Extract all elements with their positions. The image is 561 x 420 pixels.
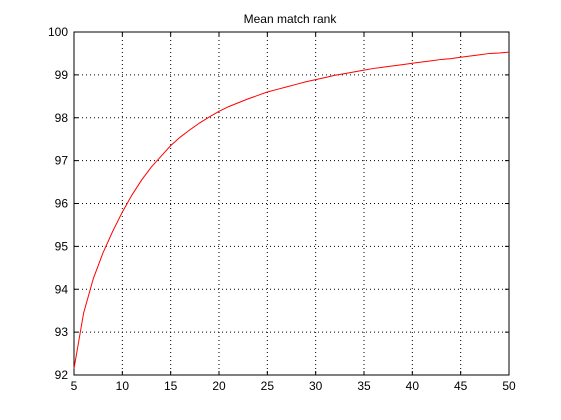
series-layer [73, 51, 510, 369]
y-tick-label: 99 [55, 68, 69, 82]
x-tick-label: 45 [454, 379, 468, 393]
x-tick-label: 10 [116, 379, 130, 393]
y-tick-label: 95 [55, 239, 69, 253]
x-tick-label: 30 [309, 379, 323, 393]
x-tick-label: 15 [164, 379, 178, 393]
x-axis-tick-labels: 5 10 15 20 25 30 35 40 45 50 [71, 379, 516, 393]
x-tick-label: 50 [502, 379, 516, 393]
chart-title: Mean match rank [244, 12, 338, 26]
y-tick-label: 94 [55, 282, 69, 296]
y-tick-label: 93 [55, 325, 69, 339]
grid-lines [74, 32, 509, 375]
x-tick-label: 40 [406, 379, 420, 393]
x-tick-label: 35 [357, 379, 371, 393]
x-tick-label: 25 [261, 379, 275, 393]
y-tick-label: 100 [48, 25, 68, 39]
series-line [73, 51, 510, 369]
y-tick-label: 98 [55, 111, 69, 125]
x-tick-label: 20 [212, 379, 226, 393]
y-tick-label: 96 [55, 197, 69, 211]
y-axis-tick-labels: 92 93 94 95 96 97 98 99 100 [48, 25, 68, 382]
y-tick-label: 97 [55, 154, 69, 168]
y-tick-label: 92 [55, 368, 69, 382]
axis-ticks [73, 31, 510, 376]
x-tick-label: 5 [71, 379, 78, 393]
